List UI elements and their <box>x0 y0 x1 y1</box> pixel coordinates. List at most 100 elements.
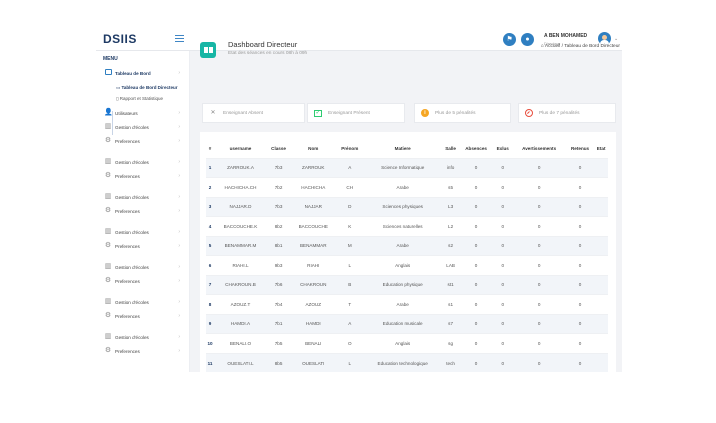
sidebar-item-preferences[interactable]: ⚙ Preferences › <box>104 170 184 182</box>
bell-icon[interactable]: ● <box>521 33 534 46</box>
table-cell: 7b6 <box>266 274 291 295</box>
column-header[interactable]: Exlus <box>496 146 509 152</box>
column-header[interactable]: Prénom <box>341 146 359 152</box>
gear-icon: ⚙ <box>104 242 112 249</box>
flag-icon[interactable]: ⚑ <box>503 33 516 46</box>
table-cell: 0 <box>512 216 566 236</box>
table-cell: 0 <box>459 313 494 334</box>
hamburger-menu-icon[interactable] <box>175 35 184 42</box>
table-cell <box>594 235 608 256</box>
table-cell: ZARROUK.A <box>214 157 267 178</box>
table-cell: st1 <box>442 274 460 295</box>
school-icon: ▥ <box>104 193 112 200</box>
column-header[interactable]: Matiere <box>394 146 411 152</box>
table-cell: 0 <box>493 235 513 256</box>
table-row[interactable]: 4 BACCOUCHE.K 8b2 BACCOUCHE K Sciences nature… <box>206 216 608 236</box>
table-row[interactable]: 5 BENAMMAR.M 8b1 BENAMMAR M Arabe s2 0 0 0 0 <box>206 235 608 256</box>
sidebar-item-gestion-ecoles[interactable]: ▥ Gestion d'écoles › <box>104 191 184 203</box>
chevron-icon: › <box>178 229 180 235</box>
table-row[interactable]: 3 NAJJAR.D 7b3 NAJJAR D Sciences physiques L3 0… <box>206 196 608 217</box>
table-row[interactable]: 11 OUESLATI.L 8b5 OUESLATI L Education techno… <box>206 352 608 372</box>
chevron-icon: › <box>178 70 180 76</box>
column-header[interactable]: Absences <box>465 146 487 152</box>
chevron-icon: › <box>178 194 180 200</box>
breadcrumb-home[interactable]: Accueil <box>544 44 561 49</box>
school-icon: ▥ <box>104 123 112 130</box>
stat-card-present[interactable]: ✓ Enseignant Présent <box>307 103 405 123</box>
table-row[interactable]: 7 CHAKROUN.B 7b6 CHAKROUN B Education physiqu… <box>206 274 608 295</box>
sidebar-item-preferences[interactable]: ⚙ Preferences › <box>104 135 184 147</box>
table-row[interactable]: 1 ZARROUK.A 7b3 ZARROUK A Science Informatiqu… <box>206 157 608 178</box>
sidebar-item-preferences[interactable]: ⚙ Preferences › <box>104 275 184 287</box>
sidebar-item-label: Preferences <box>115 278 140 284</box>
table-cell: OUESLATI <box>290 352 337 372</box>
sidebar-item-preferences[interactable]: ⚙ Preferences › <box>104 345 184 357</box>
table-cell: 0 <box>512 313 566 334</box>
sidebar-item-label: Preferences <box>115 313 140 319</box>
stat-card-7-penalites[interactable]: Plus de 7 pénalités <box>518 103 616 123</box>
page-subtitle: Etat des séances en cours 08h à 09h <box>228 51 308 56</box>
sidebar-item-gestion-ecoles[interactable]: ▥ Gestion d'écoles › <box>104 331 184 343</box>
table-cell <box>594 157 608 178</box>
column-header[interactable]: Avertissements <box>522 146 557 152</box>
table-row[interactable]: 2 HACHICHA.CH 7b2 HACHICHA CH Arabe s5 0 0 0 0 <box>206 177 608 197</box>
column-header[interactable]: username <box>229 146 252 152</box>
table-row[interactable]: 8 AZOUZ.T 7b4 AZOUZ T Arabe s1 0 0 0 0 <box>206 294 608 314</box>
column-header[interactable]: # <box>208 146 212 152</box>
sidebar-item-preferences[interactable]: ⚙ Preferences › <box>104 205 184 217</box>
table-cell: T <box>336 294 364 314</box>
sidebar-item-utilisateurs[interactable]: 👤 Utilisateurs › <box>104 109 180 116</box>
sidebar-item-gestion-ecoles[interactable]: ▥ Gestion d'écoles › <box>104 296 184 308</box>
table-cell: 0 <box>459 157 494 178</box>
table-cell: 0 <box>493 333 513 353</box>
logo[interactable]: DSIIS <box>103 32 137 46</box>
column-header[interactable]: Retenus <box>570 146 590 152</box>
school-icon: ▥ <box>104 333 112 340</box>
table-cell: 0 <box>565 333 595 353</box>
table-cell: 0 <box>459 196 494 217</box>
table-cell: AZOUZ.T <box>214 294 267 314</box>
table-cell: info <box>442 157 460 178</box>
table-row[interactable]: 9 HAMDI.A 7b1 HAMDI A Education musicale s7 0 0 0… <box>206 313 608 334</box>
table-cell: B <box>336 274 364 295</box>
chevron-icon: › <box>178 264 180 270</box>
stat-card-absent[interactable]: ✕ Enseignant Absent <box>202 103 305 123</box>
table-row[interactable]: 10 BENALI.O 7b5 BENALI O Anglais sg 0 0 0 0 <box>206 333 608 353</box>
close-icon: ✕ <box>210 110 216 116</box>
sidebar-item-preferences[interactable]: ⚙ Preferences › <box>104 240 184 252</box>
sidebar-item-tableau-de-bord[interactable]: Tableau de Bord › <box>104 67 184 79</box>
table-cell: 0 <box>459 216 494 236</box>
table-cell: 0 <box>493 196 513 217</box>
sidebar-item-gestion-ecoles[interactable]: ▥ Gestion d'écoles › <box>104 156 184 168</box>
table-row[interactable]: 6 RIAHI.L 9b3 RIAHI L Anglais LAB 0 0 0 0 <box>206 255 608 275</box>
gear-icon: ⚙ <box>104 172 112 179</box>
table-cell: 8b2 <box>266 216 291 236</box>
sidebar-item-gestion-ecoles[interactable]: ▥ Gestion d'écoles › <box>104 121 184 133</box>
table-cell: sg <box>442 333 460 353</box>
table-cell: BENALI <box>290 333 337 353</box>
table-cell: 0 <box>493 216 513 236</box>
user-name[interactable]: A BEN MOHAMED <box>544 33 588 39</box>
table-cell: 0 <box>512 177 566 197</box>
table-cell: 0 <box>459 352 494 372</box>
user-role: Directeur <box>544 41 561 46</box>
column-header[interactable]: Nom <box>308 146 319 152</box>
dashboard-icon <box>104 69 112 77</box>
column-header[interactable]: Etat <box>596 146 606 152</box>
column-header[interactable]: Salle <box>445 146 456 152</box>
avatar[interactable] <box>598 32 611 45</box>
sidebar-item-gestion-ecoles[interactable]: ▥ Gestion d'écoles › <box>104 226 184 238</box>
sidebar-item-gestion-ecoles[interactable]: ▥ Gestion d'écoles › <box>104 261 184 273</box>
stat-card-5-penalites[interactable]: i Plus de 5 pénalités <box>414 103 511 123</box>
sidebar-item-label: Preferences <box>115 173 140 179</box>
sidebar-item-preferences[interactable]: ⚙ Preferences › <box>104 310 184 322</box>
column-header[interactable]: Classe <box>271 146 286 152</box>
sidebar-subitem-directeur[interactable]: ▭ Tableau de Bord Directeur <box>116 85 178 90</box>
sidebar-item-label: Preferences <box>115 138 140 144</box>
table-cell: 9b3 <box>266 255 291 275</box>
chevron-down-icon[interactable]: ⌄ <box>614 36 619 42</box>
table-cell: 7b5 <box>266 333 291 353</box>
sidebar-subitem-rapport[interactable]: ▯ Rapport et Statistique <box>116 96 164 101</box>
school-icon: ▥ <box>104 298 112 305</box>
table-cell: s1 <box>442 294 460 314</box>
